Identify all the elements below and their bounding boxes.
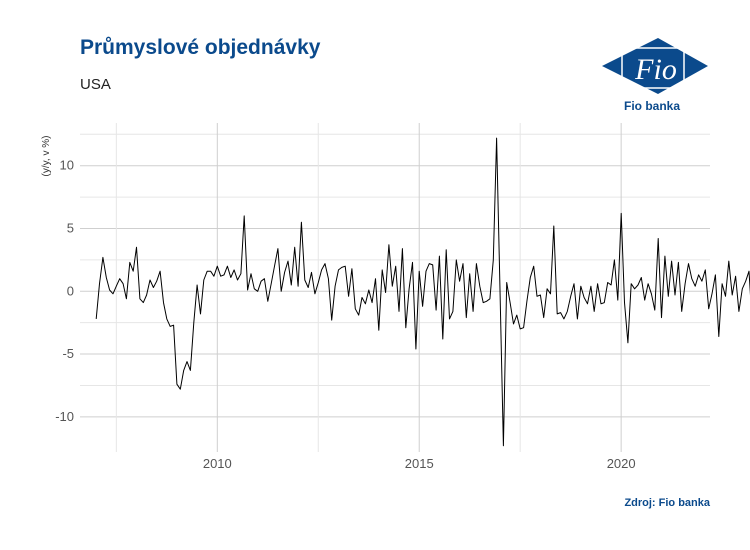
y-tick-label: 5 [67, 220, 74, 235]
series [95, 137, 750, 447]
series-line [95, 137, 750, 447]
logo-name: Fio banka [624, 99, 681, 113]
grid [80, 123, 710, 452]
y-tick-label: -10 [55, 409, 74, 424]
y-tick-label: 10 [60, 158, 74, 173]
x-tick-label: 2020 [607, 456, 636, 471]
logo-mark-text: Fio [634, 53, 677, 86]
y-axis-label: (y/y, v %) [41, 136, 52, 177]
x-axis-ticks: 2010 2015 2020 [203, 456, 636, 471]
x-tick-label: 2010 [203, 456, 232, 471]
y-tick-label: -5 [62, 346, 74, 361]
y-tick-label: 0 [67, 283, 74, 298]
chart-subtitle: USA [80, 76, 111, 93]
source-note: Zdroj: Fio banka [624, 497, 710, 509]
chart-title: Průmyslové objednávky [80, 36, 321, 59]
y-axis-ticks: -10 -5 0 5 10 [55, 158, 74, 424]
x-tick-label: 2015 [405, 456, 434, 471]
fio-banka-logo-icon: Fio [602, 38, 708, 94]
